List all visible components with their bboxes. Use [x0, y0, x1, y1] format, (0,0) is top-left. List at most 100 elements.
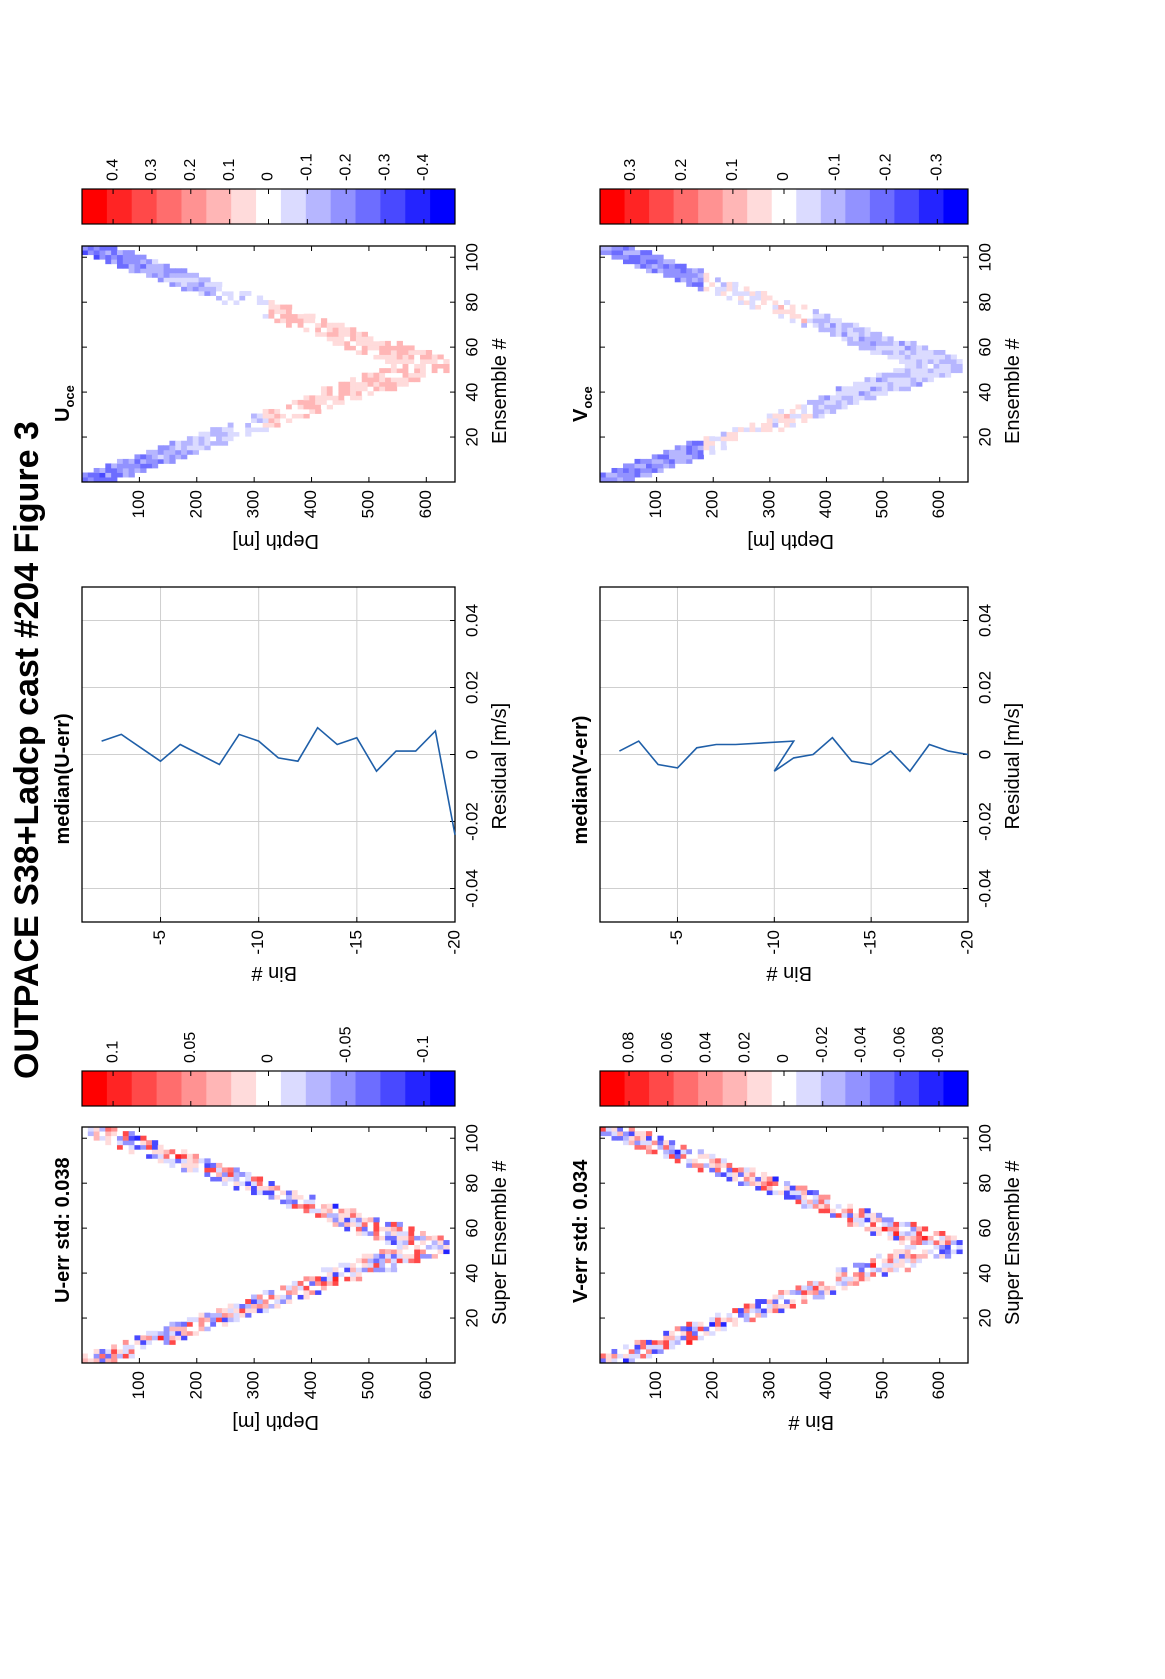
heat-cell	[320, 1280, 328, 1286]
heat-cell	[726, 290, 733, 296]
heat-cell	[755, 1185, 762, 1191]
heat-cell	[899, 368, 906, 374]
y-tick-label: 500	[873, 490, 892, 518]
heat-cell	[910, 1262, 917, 1268]
heat-cell	[163, 1330, 170, 1336]
heat-cell	[738, 1176, 745, 1182]
heat-cell	[933, 354, 940, 360]
x-tick-label: 0	[975, 750, 994, 759]
colorbar-swatch	[82, 189, 108, 224]
heat-cell	[198, 445, 205, 451]
heat-cell	[732, 1312, 739, 1318]
heat-cell	[350, 1267, 357, 1273]
heat-cell	[396, 372, 403, 378]
heat-cell	[922, 1240, 929, 1245]
heat-cell	[784, 1181, 791, 1186]
heat-cell	[116, 463, 124, 469]
heat-cell	[686, 449, 693, 455]
heat-cell	[175, 1162, 182, 1168]
heat-cell	[617, 1348, 624, 1354]
heat-cell	[732, 286, 739, 292]
heat-cell	[186, 440, 194, 446]
heat-cell	[732, 295, 739, 301]
panel-title-subscript: oce	[62, 385, 77, 408]
heat-cell	[789, 413, 796, 419]
y-tick-label: 300	[244, 490, 263, 518]
heat-cell	[818, 1199, 825, 1205]
heat-cell	[830, 408, 837, 414]
heat-cell	[801, 1285, 808, 1291]
heat-cell	[922, 363, 929, 369]
heat-cell	[297, 313, 304, 319]
heat-cell	[367, 1262, 374, 1268]
heat-cell	[291, 408, 299, 414]
heat-cell	[338, 340, 345, 346]
heat-cell	[99, 477, 106, 482]
heat-cell	[927, 1249, 934, 1255]
panel-title-median-v-err: median(V-err)	[570, 715, 592, 845]
heat-cell	[99, 1131, 106, 1137]
heat-cell	[274, 413, 281, 419]
heat-cell	[617, 1135, 624, 1141]
heat-cell	[789, 318, 796, 324]
heat-cell	[332, 1208, 339, 1214]
heat-cell	[830, 1280, 837, 1286]
heat-cell	[922, 354, 929, 360]
heat-cell	[646, 1144, 653, 1150]
heat-cell	[887, 1258, 894, 1264]
heat-cell	[611, 477, 618, 482]
heat-cell	[408, 372, 415, 378]
heat-cell	[420, 359, 427, 364]
heat-cell	[686, 1326, 693, 1332]
heat-cell	[151, 463, 159, 469]
heat-cell	[640, 1348, 647, 1354]
heat-cell	[916, 354, 923, 360]
heat-cell	[198, 290, 205, 296]
colorbar-swatch	[330, 189, 357, 224]
heat-cell	[663, 1335, 670, 1341]
heat-cell	[116, 259, 124, 265]
heat-cell	[332, 340, 339, 346]
heat-cell	[646, 1149, 653, 1155]
heat-cell	[824, 318, 831, 324]
heat-cell	[198, 1167, 205, 1173]
heat-cell	[315, 322, 322, 328]
heat-cell	[835, 399, 842, 405]
heat-cell	[870, 345, 877, 351]
heat-cell	[709, 286, 716, 292]
heat-cell	[303, 1208, 310, 1214]
heat-cell	[373, 336, 380, 342]
heat-cell	[887, 1230, 894, 1236]
heat-cell	[841, 1276, 848, 1282]
heat-cell	[640, 463, 647, 469]
heat-cell	[93, 1353, 100, 1359]
heat-cell	[715, 1312, 722, 1318]
heat-cell	[146, 458, 153, 464]
heat-cell	[344, 336, 351, 342]
heat-cell	[732, 1162, 739, 1168]
heat-cell	[634, 1140, 641, 1146]
x-tick-label: 100	[462, 243, 481, 271]
heat-cell	[657, 1135, 664, 1141]
heat-cell	[151, 1335, 159, 1341]
heat-cell	[82, 1131, 89, 1137]
heat-cell	[697, 1326, 704, 1332]
heat-cell	[291, 1289, 299, 1295]
heat-cell	[122, 1131, 130, 1137]
y-axis-label-v-err: Bin #	[788, 1411, 834, 1433]
heat-cell	[824, 1208, 831, 1214]
heat-cell	[927, 1258, 934, 1264]
heat-cell	[864, 386, 871, 392]
heat-cell	[350, 377, 357, 383]
heat-cell	[640, 259, 647, 265]
heat-cell	[396, 354, 403, 360]
heat-cell	[379, 377, 386, 383]
heat-cell	[396, 1240, 403, 1245]
heat-cell	[789, 1194, 796, 1200]
heat-cell	[111, 259, 118, 265]
y-axis-label-u-oce: Depth [m]	[231, 530, 319, 552]
heat-cell	[945, 368, 952, 374]
heat-cell	[198, 1158, 205, 1164]
heat-cell	[726, 1176, 733, 1182]
heat-cell	[443, 1240, 450, 1245]
